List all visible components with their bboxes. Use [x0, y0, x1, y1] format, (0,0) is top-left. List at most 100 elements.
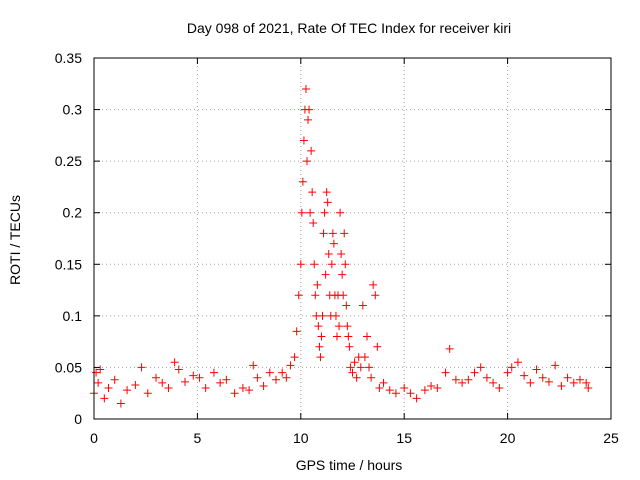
x-tick-label: 25 [603, 430, 619, 446]
plot-frame [93, 57, 612, 420]
data-point [433, 384, 442, 393]
data-point [365, 363, 374, 372]
data-point [143, 389, 152, 398]
y-tick-label: 0.25 [55, 153, 82, 169]
data-point [294, 291, 303, 300]
data-point [314, 322, 323, 331]
data-point [170, 358, 179, 367]
data-point [342, 301, 351, 310]
data-point [332, 332, 341, 341]
data-point [569, 378, 578, 387]
x-tick-label: 15 [396, 430, 412, 446]
data-point [323, 198, 332, 207]
data-point [373, 342, 382, 351]
data-point [152, 373, 161, 382]
data-point [331, 311, 340, 320]
data-point [360, 353, 369, 362]
data-point [328, 229, 337, 238]
data-point [441, 368, 450, 377]
data-point [336, 208, 345, 217]
data-point [329, 239, 338, 248]
data-point [489, 378, 498, 387]
data-point [324, 249, 333, 258]
data-point [470, 368, 479, 377]
data-point [104, 384, 113, 393]
data-point [298, 177, 307, 186]
data-point [503, 368, 512, 377]
data-point [209, 368, 218, 377]
data-point [265, 368, 274, 377]
y-tick-label: 0.3 [63, 102, 83, 118]
data-point [362, 332, 371, 341]
data-point [296, 260, 305, 269]
data-point [356, 363, 365, 372]
data-point [311, 291, 320, 300]
data-point [305, 105, 314, 114]
data-point [271, 375, 280, 384]
data-point [317, 332, 326, 341]
data-point [319, 229, 328, 238]
data-point [451, 375, 460, 384]
data-point [303, 157, 312, 166]
data-point [116, 399, 125, 408]
data-point [322, 188, 331, 197]
data-point [391, 389, 400, 398]
data-point [427, 381, 436, 390]
x-tick-label: 20 [500, 430, 516, 446]
data-point [96, 365, 105, 374]
data-point [345, 342, 354, 351]
data-point [301, 84, 310, 93]
data-point [520, 371, 529, 380]
data-points [90, 84, 593, 408]
data-point [343, 322, 352, 331]
data-point [385, 386, 394, 395]
data-point [100, 394, 109, 403]
data-point [245, 386, 254, 395]
data-point [584, 384, 593, 393]
y-tick-label: 0.05 [55, 359, 82, 375]
data-point [297, 208, 306, 217]
y-tick-label: 0 [74, 411, 82, 427]
data-point [476, 363, 485, 372]
data-point [92, 368, 101, 377]
x-tick-label: 0 [90, 430, 98, 446]
data-point [582, 378, 591, 387]
data-point [341, 260, 350, 269]
data-point [340, 229, 349, 238]
grid-layer [94, 58, 611, 419]
data-point [348, 368, 357, 377]
data-point [299, 136, 308, 145]
data-point [339, 291, 348, 300]
data-point [313, 280, 322, 289]
data-point [292, 327, 301, 336]
data-point [375, 384, 384, 393]
data-point [309, 219, 318, 228]
data-point [369, 280, 378, 289]
y-tick-label: 0.35 [55, 50, 82, 66]
data-point [304, 115, 313, 124]
data-point [513, 358, 522, 367]
data-point [253, 373, 262, 382]
chart-title: Day 098 of 2021, Rate Of TEC Index for r… [187, 20, 511, 36]
data-point [320, 208, 329, 217]
data-point [482, 373, 491, 382]
data-point [563, 373, 572, 382]
data-point [445, 344, 454, 353]
x-axis-label: GPS time / hours [296, 457, 403, 473]
data-point [532, 365, 541, 374]
data-point [321, 270, 330, 279]
data-point [337, 249, 346, 258]
data-point [371, 291, 380, 300]
data-point [557, 381, 566, 390]
data-point [290, 353, 299, 362]
data-point [495, 384, 504, 393]
y-tick-label: 0.2 [63, 205, 83, 221]
data-point [400, 384, 409, 393]
data-point [216, 378, 225, 387]
data-point [278, 368, 287, 377]
data-point [306, 208, 315, 217]
data-point [406, 389, 415, 398]
data-point [420, 386, 429, 395]
data-point [286, 361, 295, 370]
